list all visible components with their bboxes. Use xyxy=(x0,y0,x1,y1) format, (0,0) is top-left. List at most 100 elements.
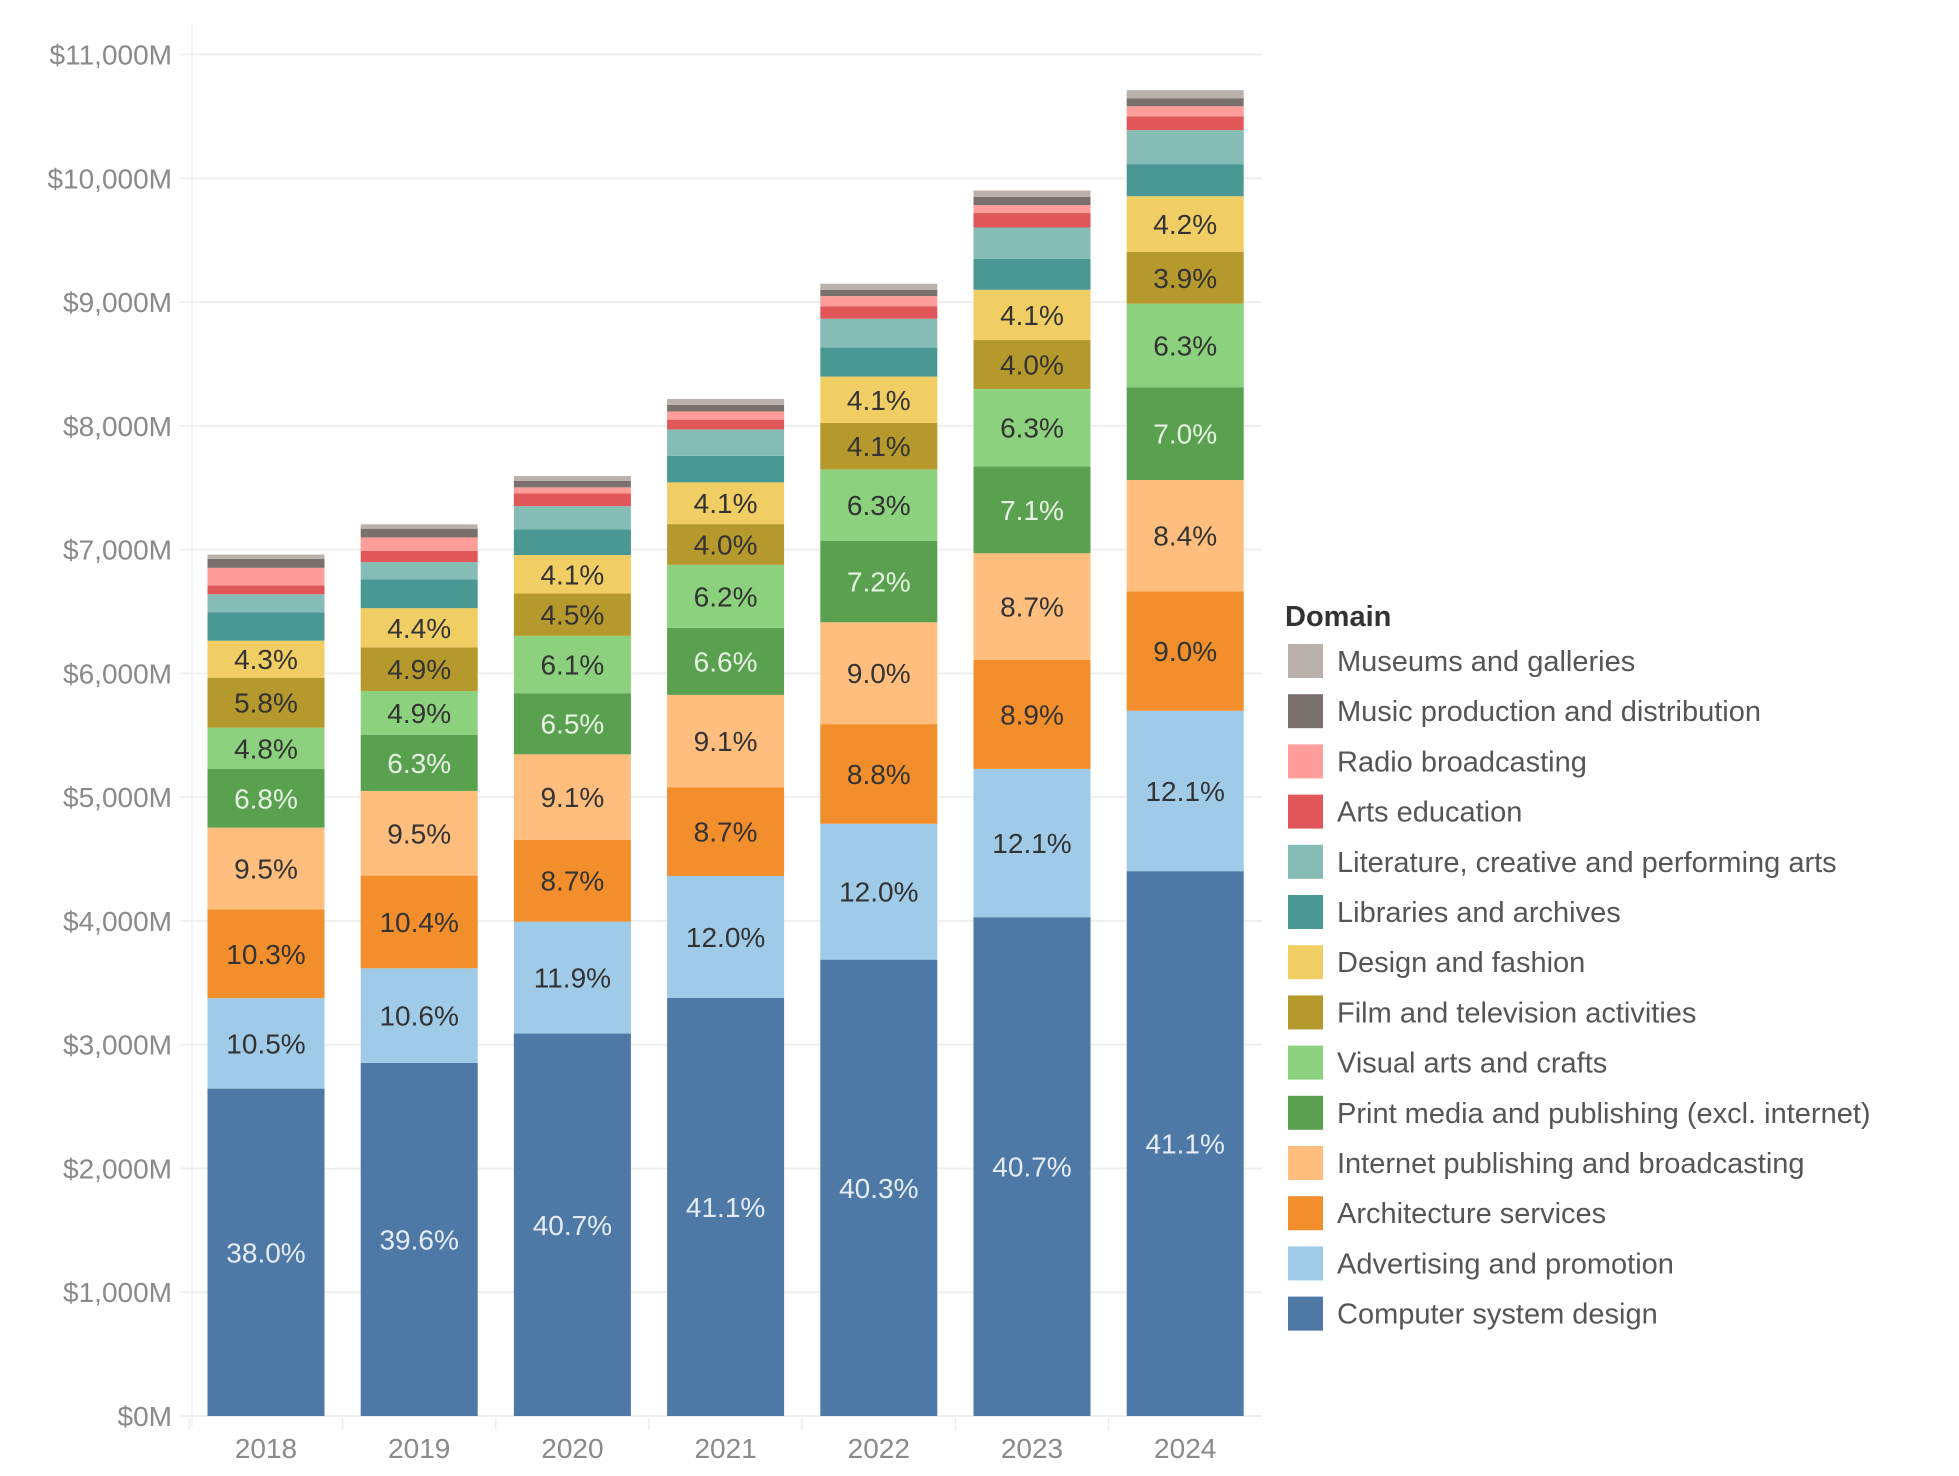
segment-label: 39.6% xyxy=(379,1224,458,1255)
bar-2023: 40.7% 12.1% 8.9% 8.7% 7.1% 6.3% 4.0% 4.1% xyxy=(973,190,1091,1416)
bar-segment xyxy=(973,213,1091,228)
legend-item: Music production and distribution xyxy=(1288,694,1761,729)
segment-label: 6.3% xyxy=(1153,330,1217,361)
segment-label: 10.5% xyxy=(226,1028,305,1059)
bar-segment xyxy=(667,787,785,876)
legend-item: Internet publishing and broadcasting xyxy=(1288,1146,1805,1180)
legend-swatch xyxy=(1288,794,1323,829)
legend-item: Print media and publishing (excl. intern… xyxy=(1288,1095,1871,1130)
bar-2020: 40.7% 11.9% 8.7% 9.1% 6.5% 6.1% 4.5% 4.1% xyxy=(513,476,631,1416)
bar-segment xyxy=(973,258,1091,290)
legend-item: Museums and galleries xyxy=(1288,644,1635,678)
bar-segment xyxy=(513,839,631,922)
segment-label: 9.1% xyxy=(540,782,604,813)
bar-segment xyxy=(207,769,325,828)
bar-segment xyxy=(360,875,478,969)
segment-label: 10.6% xyxy=(379,1001,458,1032)
bar-segment xyxy=(1126,303,1244,388)
bar-segment xyxy=(667,411,785,420)
segment-label: 4.8% xyxy=(234,733,298,764)
bar-segment xyxy=(973,553,1091,660)
bar-segment xyxy=(820,724,938,824)
bar-segment xyxy=(973,340,1091,390)
bar-segment xyxy=(973,659,1091,769)
bar-segment xyxy=(360,1062,478,1416)
bar-segment xyxy=(1126,710,1244,872)
bar-segment xyxy=(360,968,478,1063)
bar-segment xyxy=(513,506,631,530)
segment-label: 4.1% xyxy=(540,559,604,590)
segment-label: 40.3% xyxy=(839,1173,918,1204)
legend-item: Visual arts and crafts xyxy=(1288,1045,1607,1080)
segment-label: 6.6% xyxy=(694,646,758,677)
bar-segment xyxy=(207,727,325,770)
legend-label: Literature, creative and performing arts xyxy=(1337,847,1837,879)
bar-segment xyxy=(513,487,631,494)
segment-label: 41.1% xyxy=(686,1192,765,1223)
bar-segment xyxy=(667,524,785,565)
legend-label: Print media and publishing (excl. intern… xyxy=(1337,1098,1871,1130)
x-tick-label: 2022 xyxy=(848,1433,910,1464)
y-axis: $0M $1,000M $2,000M $3,000M $4,000M $5,000M $6… xyxy=(47,40,172,1433)
bar-segment xyxy=(973,466,1091,554)
y-tick-label: $4,000M xyxy=(63,906,172,937)
bar-segment xyxy=(360,562,478,580)
legend-label: Libraries and archives xyxy=(1337,897,1621,929)
segment-label: 6.3% xyxy=(387,748,451,779)
legend-item: Arts education xyxy=(1288,794,1522,829)
segment-label: 4.0% xyxy=(694,529,758,560)
segment-label: 11.9% xyxy=(534,963,611,994)
segment-label: 3.9% xyxy=(1153,263,1217,294)
bar-segment xyxy=(513,555,631,594)
x-tick-label: 2020 xyxy=(541,1433,603,1464)
segment-label: 4.1% xyxy=(847,385,911,416)
bar-2024: 41.1% 12.1% 9.0% 8.4% 7.0% 6.3% 3.9% 4.2% xyxy=(1126,90,1244,1416)
bar-segment xyxy=(207,554,325,559)
segment-label: 8.4% xyxy=(1153,521,1217,552)
segment-label: 4.4% xyxy=(387,613,451,644)
legend-item: Architecture services xyxy=(1288,1196,1606,1231)
legend-swatch xyxy=(1288,1146,1323,1180)
bar-segment xyxy=(973,768,1091,918)
bar-segment xyxy=(667,482,785,525)
bar-segment xyxy=(1126,106,1244,117)
bar-segment xyxy=(360,579,478,609)
segment-label: 8.8% xyxy=(847,759,911,790)
bar-segment xyxy=(973,196,1091,206)
segment-label: 9.5% xyxy=(234,853,298,884)
bar-segment xyxy=(820,540,938,623)
bars: 38.0% 10.5% 10.3% 9.5% 6.8% 4.8% 5.8% 4.3% 39.6%… xyxy=(207,90,1244,1416)
bar-segment xyxy=(667,694,785,788)
legend-label: Museums and galleries xyxy=(1337,646,1635,678)
bar-segment xyxy=(207,677,325,728)
legend-item: Design and fashion xyxy=(1288,945,1585,980)
legend-swatch xyxy=(1288,744,1323,779)
segment-label: 6.2% xyxy=(694,581,758,612)
legend-swatch xyxy=(1288,1296,1323,1331)
bar-2021: 41.1% 12.0% 8.7% 9.1% 6.6% 6.2% 4.0% 4.1% xyxy=(667,398,785,1416)
bar-segment xyxy=(513,529,631,556)
y-tick-label: $8,000M xyxy=(63,411,172,442)
legend-label: Design and fashion xyxy=(1337,947,1585,979)
bar-segment xyxy=(820,283,938,290)
legend-swatch xyxy=(1288,644,1323,678)
segment-label: 40.7% xyxy=(992,1152,1071,1183)
bar-segment xyxy=(973,190,1091,197)
bar-segment xyxy=(667,998,785,1416)
segment-label: 4.2% xyxy=(1153,209,1217,240)
x-tick-label: 2024 xyxy=(1154,1433,1216,1464)
bar-segment xyxy=(820,306,938,319)
bar-segment xyxy=(667,564,785,628)
segment-label: 6.3% xyxy=(1000,413,1064,444)
bar-segment xyxy=(1126,251,1244,304)
bar-segment xyxy=(973,227,1091,259)
bar-segment xyxy=(207,567,325,586)
segment-label: 8.9% xyxy=(1000,699,1064,730)
bar-segment xyxy=(820,376,938,423)
legend-label: Arts education xyxy=(1337,797,1522,829)
bar-segment xyxy=(207,1088,325,1416)
segment-label: 8.7% xyxy=(540,866,604,897)
segment-label: 7.2% xyxy=(847,566,911,597)
segment-label: 4.5% xyxy=(540,600,604,631)
legend-label: Radio broadcasting xyxy=(1337,746,1587,778)
